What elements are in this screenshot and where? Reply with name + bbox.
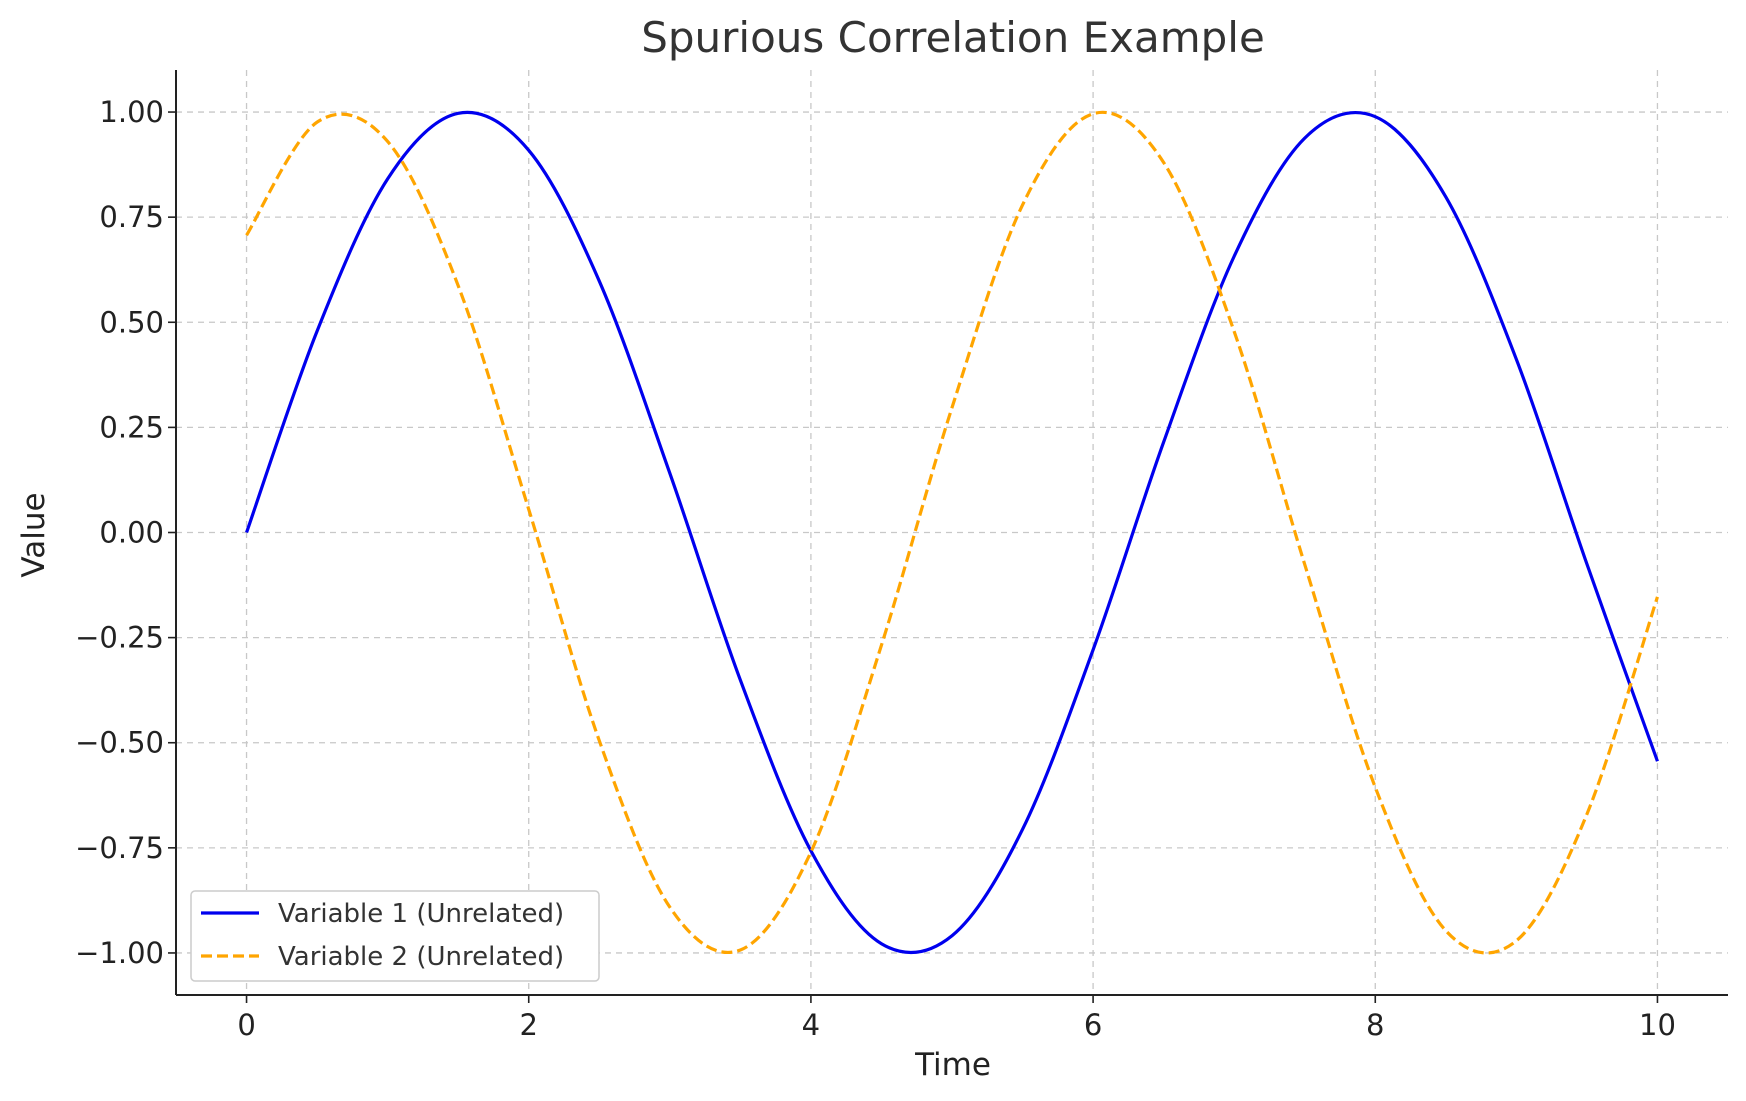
x-axis-label: Time — [914, 1047, 991, 1083]
legend-label-variable-2: Variable 2 (Unrelated) — [278, 942, 564, 972]
x-tick-label-4: 8 — [1366, 1008, 1384, 1042]
y-tick-label-0: 1.00 — [99, 95, 164, 129]
y-tick-label-4: 0.00 — [99, 516, 164, 550]
x-tick-label-5: 10 — [1639, 1008, 1676, 1042]
x-tick-label-0: 0 — [237, 1008, 255, 1042]
y-axis-label: Value — [16, 492, 52, 577]
y-tick-label-6: −0.50 — [75, 726, 164, 760]
chart-title: Spurious Correlation Example — [641, 13, 1265, 62]
y-tick-label-2: 0.50 — [99, 305, 164, 339]
y-tick-label-3: 0.25 — [99, 410, 164, 444]
y-tick-label-1: 0.75 — [99, 200, 164, 234]
legend: Variable 1 (Unrelated) Variable 2 (Unrel… — [190, 890, 600, 982]
series-line-variable-2 — [245, 110, 1659, 955]
series-layer — [245, 110, 1659, 955]
y-tick-label-5: −0.25 — [75, 621, 164, 655]
y-tick-label-8: −1.00 — [75, 936, 164, 970]
legend-label-variable-1: Variable 1 (Unrelated) — [278, 899, 564, 929]
series-line-variable-1 — [245, 110, 1659, 955]
grid — [176, 70, 1728, 995]
legend-box — [190, 890, 600, 982]
y-tick-label-7: −0.75 — [75, 831, 164, 865]
x-tick-label-3: 6 — [1084, 1008, 1102, 1042]
ticks: 0 2 4 6 8 10 1.00 0.75 0.50 0.25 0.00 −0.25 −0.50 −0.… — [75, 95, 1676, 1042]
x-tick-label-1: 2 — [520, 1008, 538, 1042]
x-tick-label-2: 4 — [802, 1008, 820, 1042]
